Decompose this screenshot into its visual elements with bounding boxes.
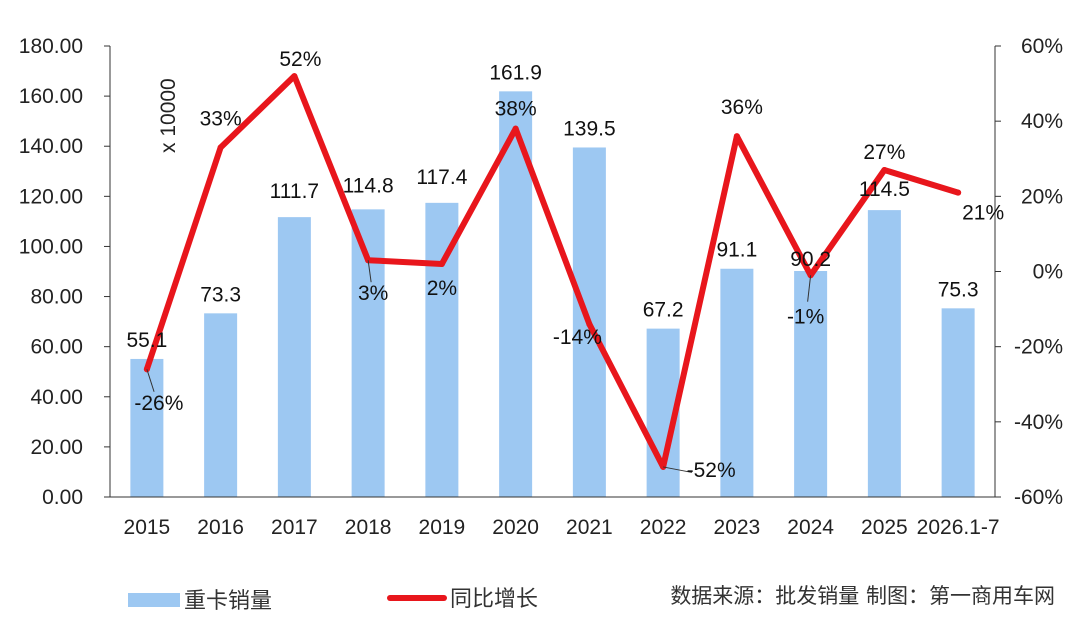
legend: 重卡销量 同比增长 [128,587,538,614]
bar-value-label: 114.5 [859,178,910,201]
x-axis-tick-label: 2016 [197,516,244,539]
right-axis-tick-label: 20% [1021,185,1063,208]
left-axis-tick-label: 0.00 [42,486,83,509]
x-axis-tick-label: 2018 [345,516,392,539]
line-series [143,73,962,470]
bar-value-label: 91.1 [716,239,757,262]
left-axis-unit-label: x 10000 [157,78,180,153]
x-axis-tick-label: 2015 [124,516,171,539]
bar-value-label: 114.8 [343,174,394,197]
line-point [291,73,298,80]
right-axis-tick-label: -20% [1014,336,1063,359]
line-point [438,260,445,267]
line-path [143,73,962,470]
x-axis-tick-label: 2025 [861,516,908,539]
bar-value-label: 161.9 [489,61,542,84]
left-axis-tick-label: 100.00 [19,235,83,258]
bar [867,210,901,497]
bar-value-label: 67.2 [643,299,684,322]
bar [204,313,238,497]
line-value-label: 36% [721,96,763,119]
label-leader-line [663,466,693,473]
line-point [955,189,962,196]
x-axis-tick-label: 2022 [640,516,687,539]
legend-bar-label: 重卡销量 [184,589,272,614]
label-leader-line [807,275,812,302]
bar [794,270,828,497]
line-value-label: 33% [200,107,242,130]
bar [720,268,754,497]
x-axis-tick-label: 2019 [419,516,466,539]
x-axis-tick-label: 2021 [566,516,613,539]
left-axis-tick-label: 160.00 [19,85,83,108]
bar-series [130,91,975,497]
bar [941,308,975,497]
line-value-label: 27% [863,141,905,164]
left-axis-tick-label: 120.00 [19,185,83,208]
line-value-label: 52% [279,48,321,71]
bar-value-label: 117.4 [416,166,467,189]
x-axis-tick-label: 2024 [787,516,834,539]
right-y-axis: -60% -40% -20% 0% 20% 40% 60% [994,35,1063,509]
right-axis-tick-label: -40% [1014,411,1063,434]
bar [130,358,164,497]
left-axis-tick-label: 40.00 [30,386,83,409]
bar-value-label: 55.1 [126,329,167,352]
line-value-label: -52% [687,459,736,482]
x-axis-tick-label: 2026.1-7 [917,516,1000,539]
x-axis-tick-label: 2017 [271,516,318,539]
line-value-label: 2% [427,277,457,300]
bar-value-label: 75.3 [938,278,979,301]
left-axis-tick-label: 20.00 [30,436,83,459]
left-axis-tick-label: 140.00 [19,135,83,158]
left-axis-tick-label: 60.00 [30,336,83,359]
line-value-label: 38% [495,98,537,121]
x-axis-tick-label: 2020 [492,516,539,539]
x-axis: 2015 2016 2017 2018 2019 2020 2021 2022 2023 2024… [110,496,1000,539]
legend-line-label: 同比增长 [450,587,538,612]
bar-value-label: 139.5 [563,117,616,140]
line-point [217,144,224,151]
left-y-axis: 0.00 20.00 40.00 60.00 80.00 100.00 120.00 140.… [19,35,111,509]
right-axis-tick-label: 40% [1021,110,1063,133]
line-point [881,167,888,174]
line-point [586,321,593,328]
bar-value-label: 90.2 [790,248,831,271]
line-point [733,133,740,140]
label-leader-line [146,369,155,392]
bar [425,202,459,497]
left-axis-tick-label: 80.00 [30,286,83,309]
right-axis-tick-label: -60% [1014,486,1063,509]
right-axis-tick-label: 60% [1021,35,1063,58]
data-labels: 55.1 73.3 111.7 114.8 117.4 161.9 139.5 67.2 91.… [126,48,1004,482]
label-leader-line [367,260,372,283]
line-value-label: -26% [134,392,183,415]
line-point [512,125,519,132]
line-value-label: 3% [358,282,388,305]
x-axis-tick-label: 2023 [714,516,761,539]
bar-value-label: 73.3 [200,283,241,306]
right-axis-tick-label: 0% [1033,261,1063,284]
source-note: 数据来源：批发销量 制图：第一商用车网 [670,584,1055,608]
legend-bar-swatch [128,593,180,607]
bar [277,217,311,497]
left-axis-tick-label: 180.00 [19,35,83,58]
bar-value-label: 111.7 [270,180,319,203]
line-value-label: -14% [553,326,602,349]
line-value-label: -1% [787,305,824,328]
line-value-label: 21% [962,202,1004,225]
